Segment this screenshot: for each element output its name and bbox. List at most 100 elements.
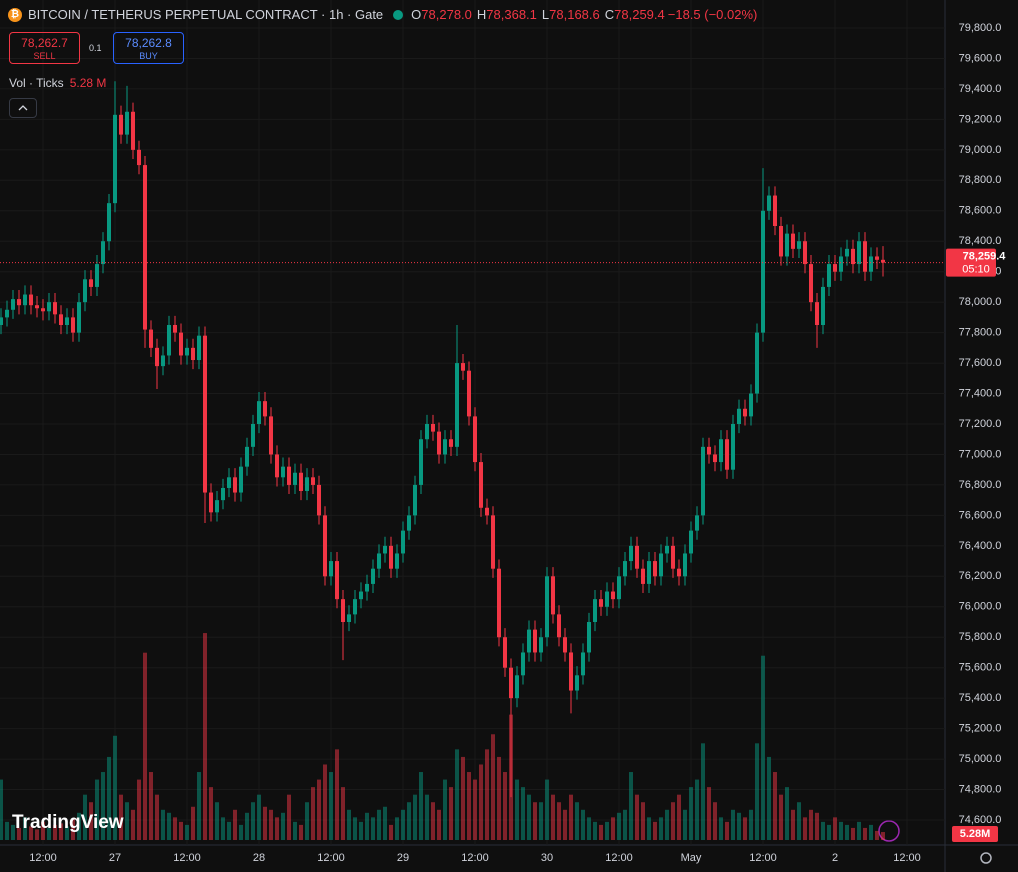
volume-bar [239,824,243,840]
volume-bar [77,812,81,840]
volume-bar [479,764,483,840]
x-tick-label: 12:00 [605,852,633,864]
volume-bar [149,772,153,840]
volume-bar [185,824,189,840]
candle-body [329,561,333,577]
candle-body [83,279,87,303]
candle-body [263,401,267,417]
candle-body [413,484,417,516]
grid [0,0,945,845]
ohlc-key: L [541,7,550,22]
buy-price: 78,262.8 [125,36,172,50]
x-tick-label: 27 [109,852,121,864]
candle-body [65,317,69,325]
candle-body [161,355,165,367]
candle-body [29,294,33,306]
ohlc-key: C [604,7,615,22]
volume-bar [623,809,627,840]
volume-bar [191,806,195,840]
y-tick-label: 79,000.0 [959,144,1002,156]
candle-body [569,652,573,691]
volume-bar [263,806,267,840]
volume-bar [299,824,303,840]
volume-bar [701,743,705,840]
settings-icon[interactable] [980,852,992,864]
sell-price: 78,262.7 [21,36,68,50]
candle-body [755,332,759,394]
volume-bar [215,802,219,840]
volume-bar [863,827,867,840]
volume-bar [575,802,579,840]
candle-body [221,487,225,501]
buy-button[interactable]: 78,262.8 BUY [113,32,184,64]
x-tick-label: 12:00 [317,852,345,864]
candle-body [827,264,831,287]
symbol-legend: ₿ BITCOIN / TETHERUS PERPETUAL CONTRACT … [8,7,760,22]
candle-body [53,302,57,315]
candle-body [635,545,639,569]
volume-bar [113,735,117,840]
volume-bar [827,824,831,840]
volume-bar [245,812,249,840]
volume-bar [485,749,489,840]
candle-body [227,477,231,488]
candle-body [473,416,477,463]
candle-body [437,431,441,455]
volume-bar [833,817,837,840]
candle-body [809,264,813,303]
candle-body [149,329,153,348]
volume-bar [581,809,585,840]
buy-label: BUY [139,51,158,61]
candle-body [167,325,171,356]
volume-bar [233,809,237,840]
volume-bar [137,779,141,840]
candle-body [461,363,465,371]
volume-bar [329,772,333,840]
y-tick-label: 78,000.0 [959,296,1002,308]
volume-tag-label: 5.28M [960,828,991,840]
candle-body [287,466,291,485]
candle-body [665,545,669,554]
volume-bar [713,802,717,840]
ohlc-value: 78,259.4 [614,7,665,22]
candle-body [629,545,633,562]
candle-body [155,347,159,367]
candle-body [785,233,789,257]
volume-bar [515,779,519,840]
volume-bar [665,809,669,840]
candle-body [311,477,315,485]
candle-body [659,553,663,577]
ohlc-value: 78,368.1 [486,7,537,22]
volume-bar [845,824,849,840]
volume-bar [527,794,531,840]
candle-body [599,599,603,607]
volume-bar [125,802,129,840]
volume-bar [305,802,309,840]
ohlc-value: 78,278.0 [421,7,472,22]
candle-body [857,241,861,265]
logo: TradingView [12,812,124,833]
candle-body [377,553,381,569]
y-tick-label: 75,000.0 [959,753,1002,765]
candle-body [539,637,543,653]
candle-body [209,492,213,513]
volume-bar [497,756,501,840]
collapse-button[interactable] [9,98,37,118]
candle-body [743,408,747,417]
candle-body [671,545,675,569]
volume-bar [503,772,507,840]
sell-button[interactable]: 78,262.7 SELL [9,32,80,64]
volume-bar [311,787,315,840]
y-tick-label: 74,600.0 [959,814,1002,826]
candle-body [713,454,717,463]
candle-body [605,591,609,607]
candle-body [695,515,699,531]
volume-bar [377,809,381,840]
volume-bar [803,817,807,840]
x-tick-label: 12:00 [173,852,201,864]
volume-bar [335,749,339,840]
volume-bar [641,802,645,840]
volume-bar [197,772,201,840]
candle-body [347,614,351,622]
